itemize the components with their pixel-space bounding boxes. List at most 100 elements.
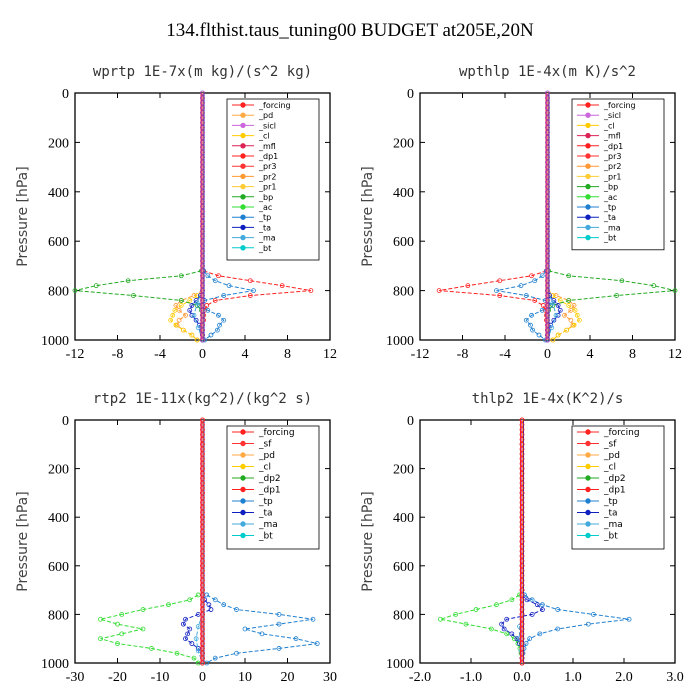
zero-point xyxy=(545,293,550,298)
legend-label: _pr3 xyxy=(258,162,276,171)
zero-point xyxy=(519,432,525,437)
legend-marker xyxy=(585,173,591,180)
data-point xyxy=(193,298,199,303)
data-point xyxy=(550,300,556,306)
legend-marker xyxy=(240,429,246,435)
data-point xyxy=(187,307,193,313)
legend-label: _tp xyxy=(258,213,271,222)
legend-marker xyxy=(240,498,246,504)
data-point xyxy=(242,626,248,632)
legend-label: _bt xyxy=(603,532,618,542)
data-point xyxy=(176,317,182,323)
zero-point xyxy=(200,437,205,442)
plot-frame xyxy=(419,419,676,664)
figure-title: 134.flthist.taus_tuning00 BUDGET at205E,… xyxy=(166,20,534,41)
legend-marker xyxy=(585,452,591,458)
zero-point xyxy=(200,179,205,185)
zero-point xyxy=(200,130,205,135)
legend-label: _dp1 xyxy=(258,486,281,496)
zero-point xyxy=(200,164,205,170)
zero-point xyxy=(519,607,525,612)
zero-point xyxy=(200,288,205,294)
zero-point xyxy=(200,120,205,126)
series-line-bp xyxy=(74,270,203,316)
zero-point xyxy=(519,646,525,651)
legend-label: _forcing xyxy=(603,101,636,110)
x-tick-label: -1.0 xyxy=(460,670,482,685)
zero-point xyxy=(200,514,205,520)
zero-point xyxy=(200,105,205,111)
zero-point xyxy=(545,332,550,338)
data-point xyxy=(187,597,193,603)
data-point xyxy=(174,650,180,656)
zero-point xyxy=(519,514,525,520)
y-tick-label: 200 xyxy=(393,136,414,151)
zero-point xyxy=(519,543,525,549)
zero-point xyxy=(519,490,525,496)
y-tick-label: 200 xyxy=(48,463,69,478)
zero-point xyxy=(200,100,205,106)
x-tick-label: -10 xyxy=(151,670,170,685)
zero-point xyxy=(545,120,550,126)
legend-marker xyxy=(240,102,246,108)
legend-label: _cl xyxy=(603,121,615,130)
legend-label: _ma xyxy=(258,520,278,530)
data-point xyxy=(98,636,103,642)
data-point xyxy=(532,298,538,303)
data-point xyxy=(437,616,443,622)
data-point xyxy=(172,307,178,313)
data-point xyxy=(168,317,174,323)
zero-point xyxy=(545,233,550,239)
data-point xyxy=(527,636,533,642)
zero-point xyxy=(545,174,550,180)
data-point xyxy=(180,621,186,627)
panel-3: rtp2 1E-11x(kg^2)/(kg^2 s) Pressure [hPa]… xyxy=(15,391,337,685)
zero-point xyxy=(200,422,205,428)
zero-point xyxy=(200,312,205,318)
data-point xyxy=(539,307,545,313)
legend-marker xyxy=(585,153,591,159)
y-tick-label: 600 xyxy=(393,560,414,575)
zero-point xyxy=(200,495,205,501)
zero-point xyxy=(545,288,550,294)
zero-point xyxy=(200,519,205,525)
data-point xyxy=(465,283,471,289)
data-point xyxy=(234,650,239,656)
zero-point xyxy=(519,650,525,656)
data-point xyxy=(549,325,555,331)
legend-marker xyxy=(585,163,591,169)
zero-point xyxy=(200,631,205,637)
zero-point xyxy=(519,641,525,646)
data-point xyxy=(499,621,505,627)
data-point xyxy=(514,636,520,642)
zero-point xyxy=(545,258,550,264)
data-point xyxy=(170,312,176,318)
data-point xyxy=(672,288,678,294)
zero-point xyxy=(545,278,550,284)
legend-marker xyxy=(585,498,591,504)
zero-point xyxy=(519,577,525,583)
data-point xyxy=(125,278,131,284)
y-tick-label: 800 xyxy=(48,608,69,623)
zero-point xyxy=(200,626,205,632)
data-point xyxy=(259,631,265,637)
data-point xyxy=(212,278,218,284)
data-point xyxy=(555,303,561,308)
data-point xyxy=(247,293,253,298)
zero-point xyxy=(200,456,205,462)
x-tick-label: 20 xyxy=(281,670,295,685)
zero-point xyxy=(519,500,525,506)
data-point xyxy=(571,322,577,328)
legend-marker xyxy=(240,486,246,493)
legend-marker xyxy=(240,509,246,516)
x-tick-label: 10 xyxy=(238,670,252,685)
zero-point xyxy=(200,95,205,101)
data-point xyxy=(566,298,572,303)
legend-label: _dp1 xyxy=(603,142,623,151)
data-point xyxy=(279,283,285,289)
data-point xyxy=(314,641,320,646)
data-point xyxy=(226,283,232,289)
zero-point xyxy=(200,582,205,588)
data-point xyxy=(523,317,529,323)
zero-point xyxy=(200,427,205,433)
